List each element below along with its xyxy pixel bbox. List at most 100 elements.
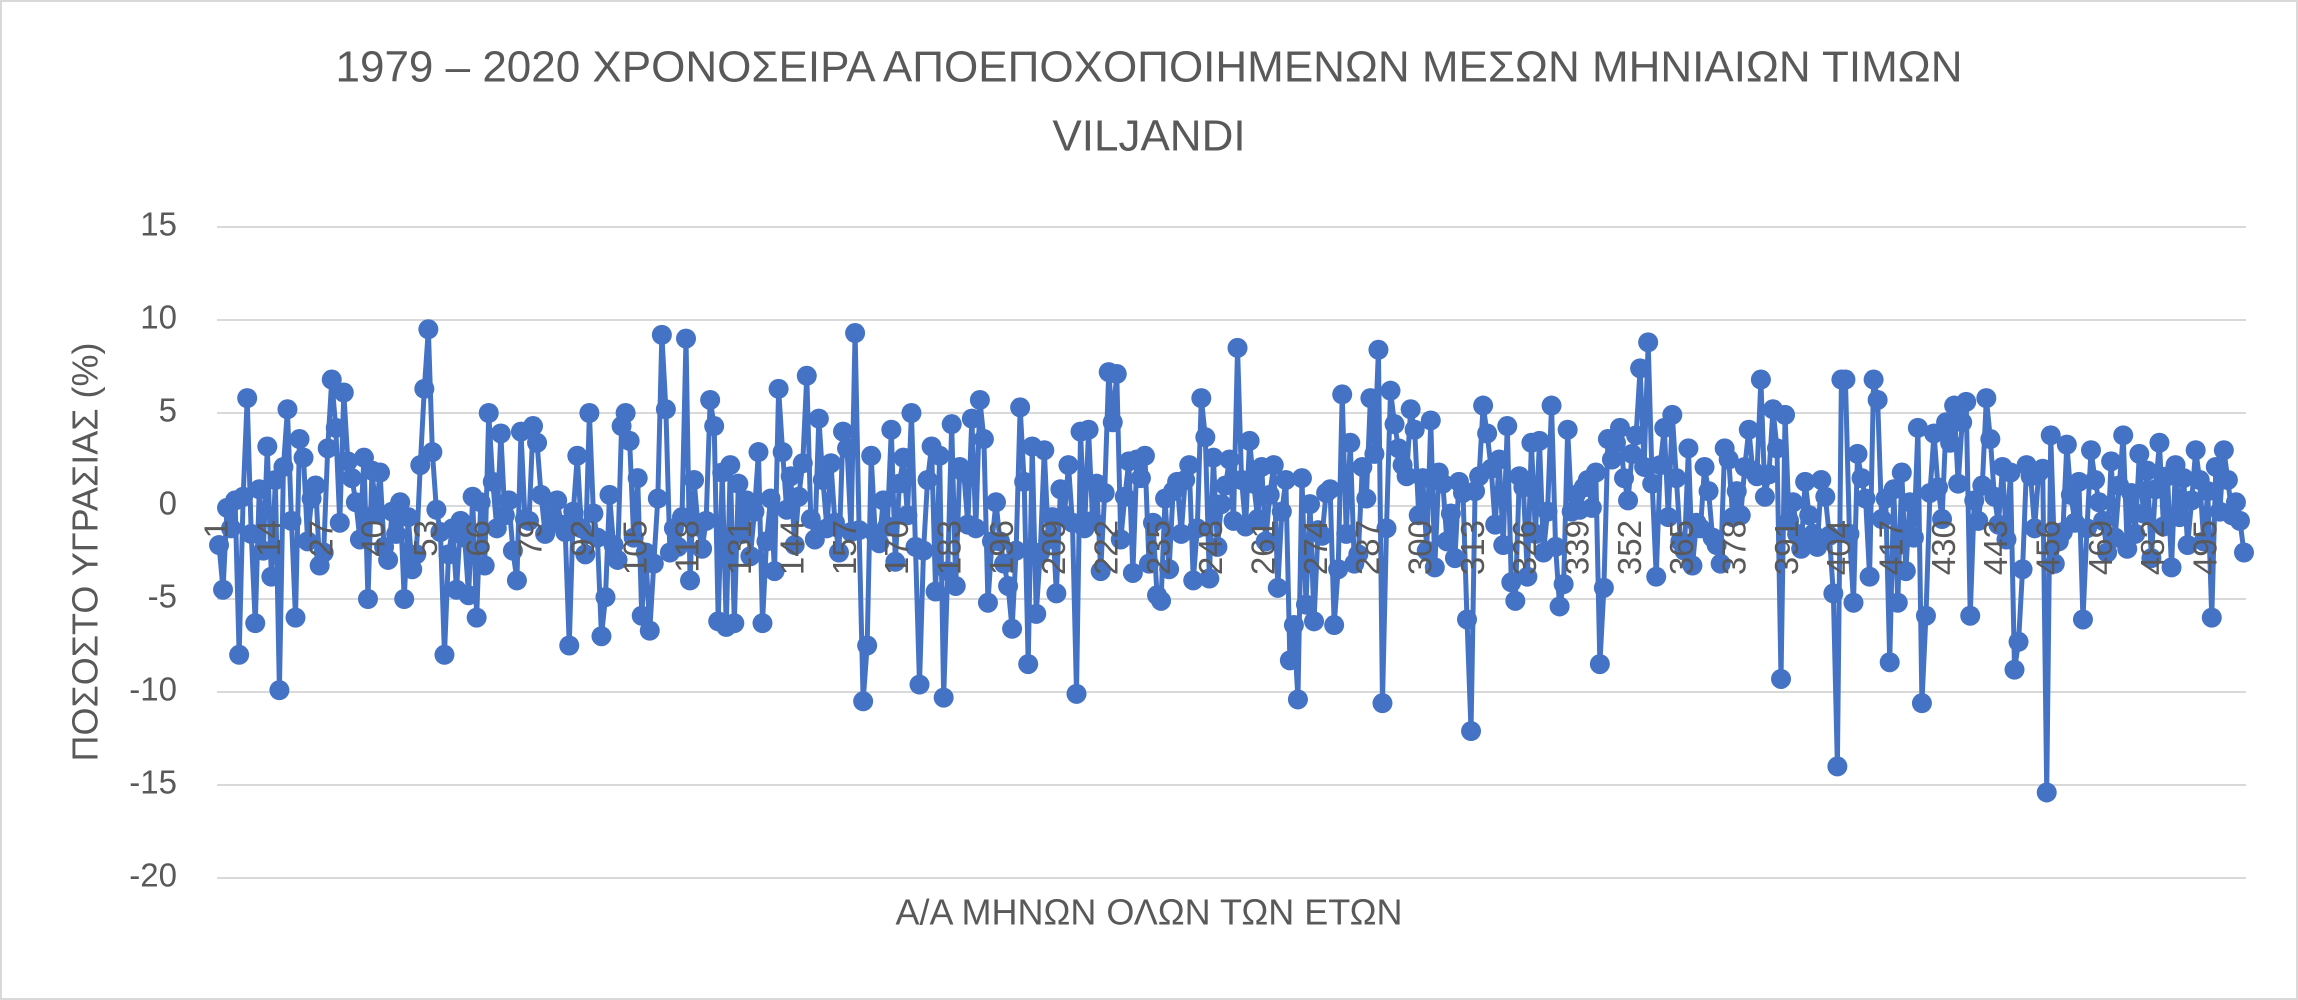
data-point <box>2121 482 2142 503</box>
x-tick-label: 300 <box>1401 520 1438 575</box>
y-tick-label: 5 <box>159 392 177 429</box>
data-point <box>1372 693 1393 714</box>
x-tick-label: 339 <box>1558 520 1595 575</box>
x-tick-label: 144 <box>773 520 810 575</box>
data-point <box>2225 492 2246 513</box>
data-point <box>1082 510 1103 531</box>
x-tick-label: 196 <box>983 520 1020 575</box>
data-point <box>1122 562 1143 583</box>
data-point <box>837 438 858 459</box>
data-point <box>241 523 262 544</box>
data-point <box>1694 456 1715 477</box>
data-point <box>1171 523 1192 544</box>
data-point <box>329 512 350 533</box>
data-point <box>615 403 636 423</box>
data-point <box>1771 668 1792 689</box>
data-point <box>845 323 866 344</box>
data-point <box>2024 518 2045 539</box>
x-tick-label: 92 <box>564 520 601 557</box>
data-point <box>2008 631 2029 652</box>
data-point <box>1159 559 1180 580</box>
data-point <box>965 518 986 539</box>
data-point <box>1247 509 1268 530</box>
data-point <box>1026 603 1047 624</box>
data-point <box>261 566 282 587</box>
x-tick-label: 235 <box>1140 520 1177 575</box>
data-point <box>1102 412 1123 433</box>
data-point <box>1179 455 1200 476</box>
data-point <box>209 535 230 556</box>
data-point <box>1887 592 1908 613</box>
data-point <box>1859 566 1880 587</box>
data-point <box>1328 559 1349 580</box>
x-tick-label: 287 <box>1349 520 1386 575</box>
data-point <box>1839 523 1860 544</box>
data-point <box>1614 468 1635 489</box>
data-point <box>784 535 805 556</box>
data-point <box>1899 492 1920 513</box>
data-point <box>349 529 370 550</box>
data-point <box>233 486 254 507</box>
data-point <box>1078 419 1099 440</box>
data-point <box>1658 507 1679 528</box>
y-tick-label: 15 <box>140 206 177 243</box>
data-point <box>1440 503 1461 524</box>
data-point <box>1549 596 1570 617</box>
data-point <box>1984 486 2005 507</box>
data-point <box>2081 440 2102 461</box>
data-point <box>1191 388 1212 409</box>
x-tick-label: 482 <box>2134 520 2171 575</box>
data-point <box>2141 548 2162 569</box>
data-point <box>1952 412 1973 433</box>
x-tick-label: 40 <box>355 520 392 557</box>
data-point <box>394 589 415 609</box>
data-point <box>889 473 910 494</box>
data-point <box>567 445 588 466</box>
data-point <box>1928 477 1949 498</box>
data-point <box>1988 514 2009 535</box>
data-point <box>450 510 471 531</box>
x-tick-label: 430 <box>1925 520 1962 575</box>
data-point <box>345 492 366 513</box>
data-point <box>1682 555 1703 576</box>
data-point <box>438 544 459 565</box>
data-point <box>1002 618 1023 639</box>
data-point <box>1255 531 1276 552</box>
data-point <box>893 447 914 468</box>
data-point <box>1718 449 1739 470</box>
data-point <box>1783 492 1804 513</box>
data-point <box>2161 557 2182 578</box>
data-point <box>1493 535 1514 556</box>
data-point <box>1589 654 1610 675</box>
data-point <box>1461 721 1482 742</box>
data-point <box>1891 462 1912 483</box>
data-point <box>595 587 616 608</box>
data-point <box>555 522 576 543</box>
data-point <box>639 620 660 641</box>
data-point <box>1199 568 1220 589</box>
data-point <box>1151 590 1172 611</box>
data-point <box>1275 469 1296 490</box>
data-point <box>1650 455 1671 476</box>
data-point <box>788 486 809 507</box>
data-point <box>1960 605 1981 626</box>
data-point <box>913 540 934 561</box>
x-tick-label: 326 <box>1506 520 1543 575</box>
data-point <box>2093 510 2114 531</box>
data-point <box>961 408 982 429</box>
data-point <box>881 419 902 440</box>
x-tick-label: 170 <box>878 520 915 575</box>
data-point <box>1666 468 1687 489</box>
data-point <box>1424 557 1445 578</box>
data-point <box>2133 503 2154 524</box>
data-point <box>917 469 938 490</box>
data-point <box>490 423 511 444</box>
data-point <box>1271 501 1292 522</box>
data-point <box>1010 397 1031 418</box>
data-point <box>2193 531 2214 552</box>
data-point <box>454 527 475 548</box>
data-point <box>857 635 878 656</box>
data-point <box>1300 494 1321 515</box>
data-point <box>2137 460 2158 481</box>
data-point <box>269 680 290 701</box>
